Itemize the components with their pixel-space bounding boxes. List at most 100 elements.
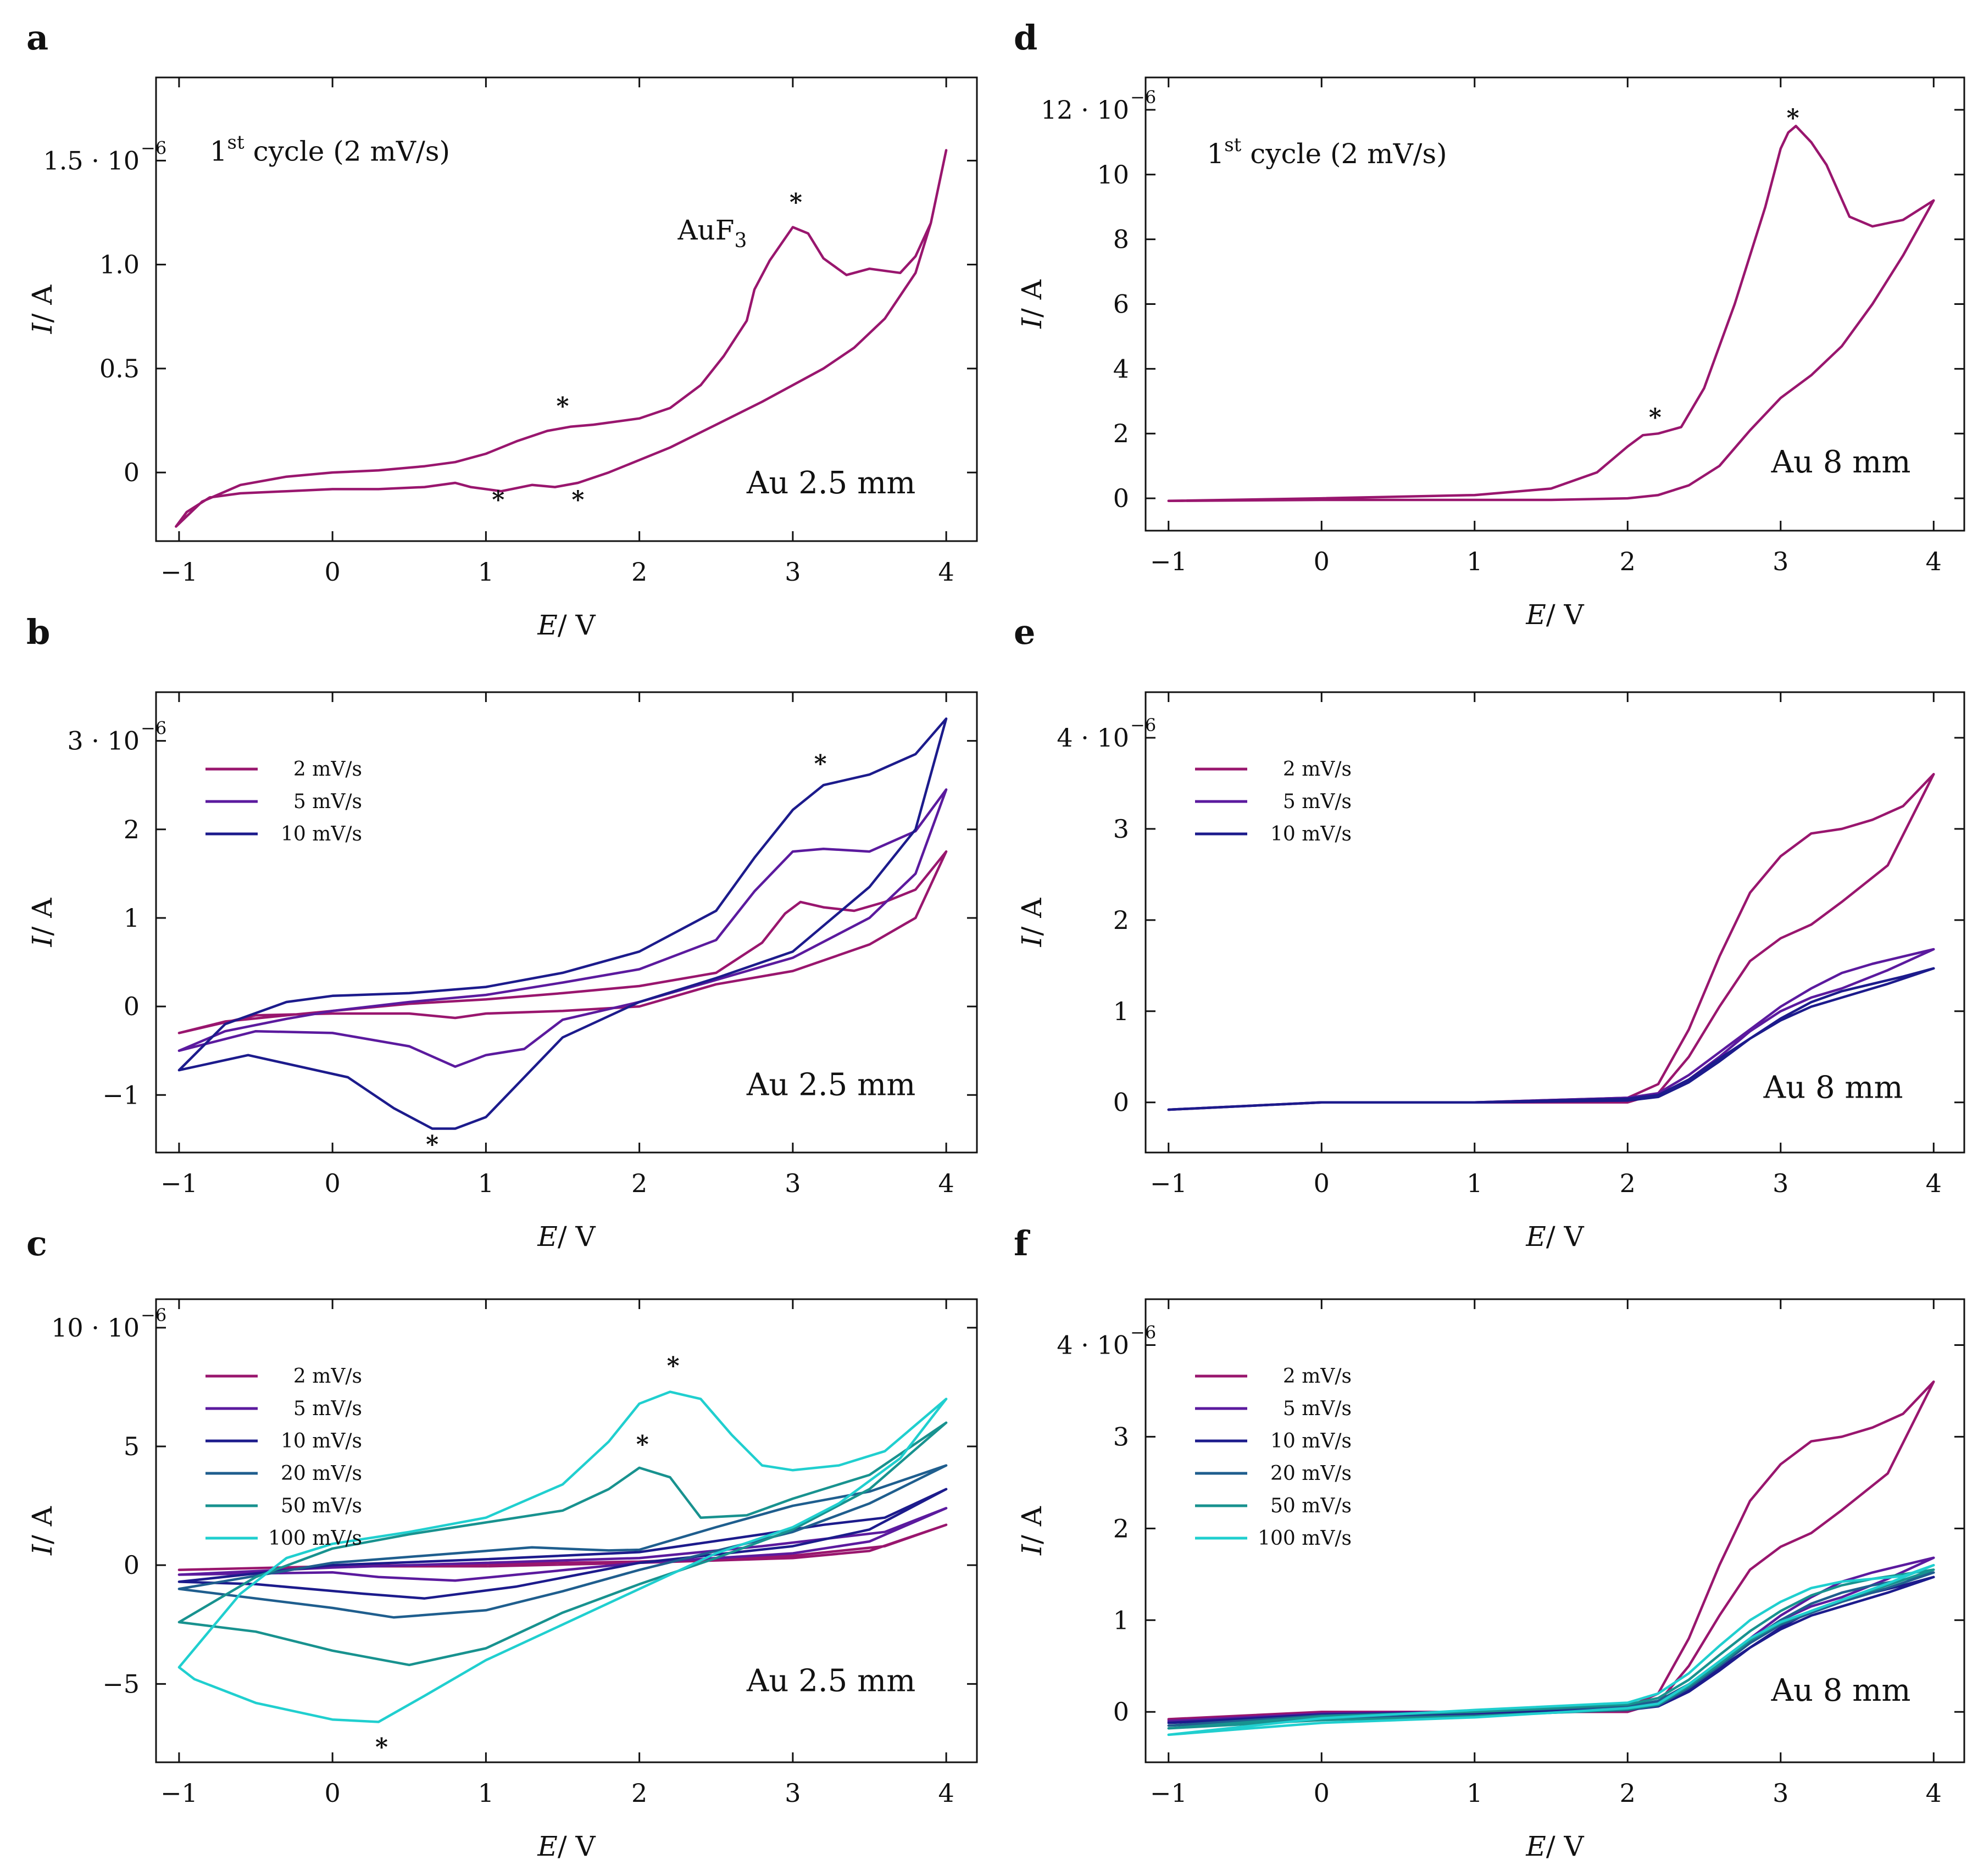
panel-a: a −1 0 1 2 3 4 0 0.5 1.0 1.5 · 10 −6 E/ V I/ A 1st cyc…: [26, 18, 978, 641]
peak-marker: *: [375, 1733, 388, 1761]
legend-label: 50 mV/s: [1270, 1495, 1352, 1517]
y-tick-label: 3: [1113, 1422, 1129, 1451]
x-tick-label: 0: [324, 557, 340, 587]
y-axis-symbol: I: [26, 1544, 58, 1556]
x-tick-label: −1: [1150, 1778, 1187, 1808]
legend-label: 50 mV/s: [281, 1495, 362, 1517]
x-axis-label: E/ V: [537, 1221, 596, 1252]
peak-marker: *: [636, 1430, 649, 1459]
x-axis-unit: / V: [558, 609, 596, 641]
x-axis-symbol: E: [537, 609, 558, 641]
peak-marker: *: [1649, 403, 1662, 431]
x-axis-symbol: E: [1525, 1830, 1546, 1862]
x-tick-label: 2: [631, 1168, 647, 1198]
x-axis-symbol: E: [537, 1830, 558, 1862]
legend-label: 2 mV/s: [1283, 1365, 1352, 1388]
series-line-10-mv-s: [1167, 967, 1935, 1111]
y-tick-label: 0: [1113, 1088, 1129, 1117]
x-axis-label: E/ V: [537, 609, 596, 641]
y-tick-label: 1.0: [99, 250, 140, 280]
y-axis-symbol: I: [26, 935, 58, 947]
x-axis-unit: / V: [558, 1221, 596, 1252]
plot-frame: [155, 1298, 978, 1763]
x-tick-label: 3: [1773, 547, 1788, 576]
series-line-2-mv-s: [1167, 773, 1935, 1111]
y-axis-unit: / A: [1016, 279, 1048, 318]
x-tick-label: 4: [1926, 547, 1942, 576]
electrode-label: Au 8 mm: [1763, 1070, 1903, 1105]
x-tick-label: 1: [1466, 547, 1482, 576]
y-tick-label: 1: [1113, 997, 1129, 1026]
y-exponent: −6: [141, 718, 166, 739]
plot-frame: [155, 691, 978, 1154]
legend-label: 10 mV/s: [281, 823, 362, 845]
plot-frame: [1144, 691, 1965, 1154]
y-axis-symbol: I: [1016, 1544, 1048, 1556]
legend-label: 10 mV/s: [281, 1430, 362, 1452]
series-line-50-mv-s: [177, 1421, 948, 1667]
y-exponent: −6: [141, 137, 166, 158]
x-tick-label: 1: [478, 1778, 494, 1808]
electrode-label: Au 8 mm: [1771, 444, 1911, 480]
x-axis-symbol: E: [1525, 1221, 1546, 1252]
x-tick-label: 3: [785, 1168, 801, 1198]
y-tick-label: 3: [1113, 814, 1129, 844]
x-tick-label: 4: [938, 557, 954, 587]
y-axis-unit: / A: [26, 285, 58, 323]
y-tick-label: 0.5: [99, 354, 140, 383]
peak-marker: *: [1787, 104, 1799, 132]
x-tick-label: 3: [1773, 1778, 1788, 1808]
series-line-2-mv-s: [1167, 1380, 1935, 1721]
y-tick-label: 1: [124, 903, 140, 933]
x-axis-label: E/ V: [1525, 1221, 1584, 1252]
x-axis-unit: / V: [1546, 599, 1585, 631]
peak-marker: *: [492, 486, 504, 514]
x-tick-label: 4: [938, 1778, 954, 1808]
y-tick-label: 0: [124, 1550, 140, 1580]
y-tick-label: 1: [1113, 1605, 1129, 1635]
x-tick-label: 2: [1620, 547, 1636, 576]
legend: 2 mV/s 5 mV/s 10 mV/s 20 mV/s 50 mV/s 100 mV/…: [205, 1365, 362, 1550]
x-tick-label: 1: [1466, 1168, 1482, 1198]
x-axis-label: E/ V: [537, 1830, 596, 1862]
y-axis-label: I/ A: [26, 285, 58, 335]
series-line-5-mv-s: [177, 788, 948, 1068]
legend-label: 10 mV/s: [1270, 1430, 1352, 1452]
electrode-label: Au 2.5 mm: [746, 1663, 915, 1699]
legend-label: 5 mV/s: [1283, 791, 1352, 813]
series-line-5-mv-s: [177, 1507, 948, 1582]
y-tick-label: 4: [1113, 354, 1129, 383]
y-exponent: −6: [1130, 87, 1156, 108]
panel-d: d −1 0 1 2 3 4 0 2 4 6 8 10 12 · 10 −6 E/ V I/ A 1st cycl…: [1014, 18, 1965, 631]
x-axis-symbol: E: [1525, 599, 1546, 631]
x-axis-symbol: E: [537, 1221, 558, 1252]
y-axis-label: I/ A: [1016, 1506, 1048, 1556]
y-tick-label: 2: [124, 815, 140, 844]
y-tick-label: 1.5 · 10: [43, 146, 140, 175]
x-tick-label: 4: [938, 1168, 954, 1198]
x-axis-unit: / V: [1546, 1221, 1585, 1252]
series-line-100-mv-s: [177, 1390, 948, 1723]
x-axis-unit: / V: [558, 1830, 596, 1862]
y-axis-unit: / A: [1016, 1506, 1048, 1544]
series-line-2-mv-s: [1167, 125, 1935, 503]
cycle-annotation: 1st cycle (2 mV/s): [210, 131, 450, 167]
y-axis-label: I/ A: [1016, 898, 1048, 948]
x-tick-label: −1: [160, 1778, 198, 1808]
legend-label: 100 mV/s: [1258, 1527, 1352, 1550]
legend-label: 100 mV/s: [268, 1527, 362, 1550]
x-tick-label: −1: [160, 557, 198, 587]
x-tick-label: 0: [324, 1168, 340, 1198]
series-line-2-mv-s: [175, 149, 948, 528]
y-tick-label: −1: [102, 1080, 140, 1110]
legend: 2 mV/s 5 mV/s 10 mV/s: [205, 758, 362, 845]
peak-marker: *: [557, 392, 569, 420]
y-axis-label: I/ A: [1016, 279, 1048, 329]
y-axis-symbol: I: [1016, 935, 1048, 947]
electrode-label: Au 2.5 mm: [746, 465, 915, 501]
x-tick-label: −1: [160, 1168, 198, 1198]
